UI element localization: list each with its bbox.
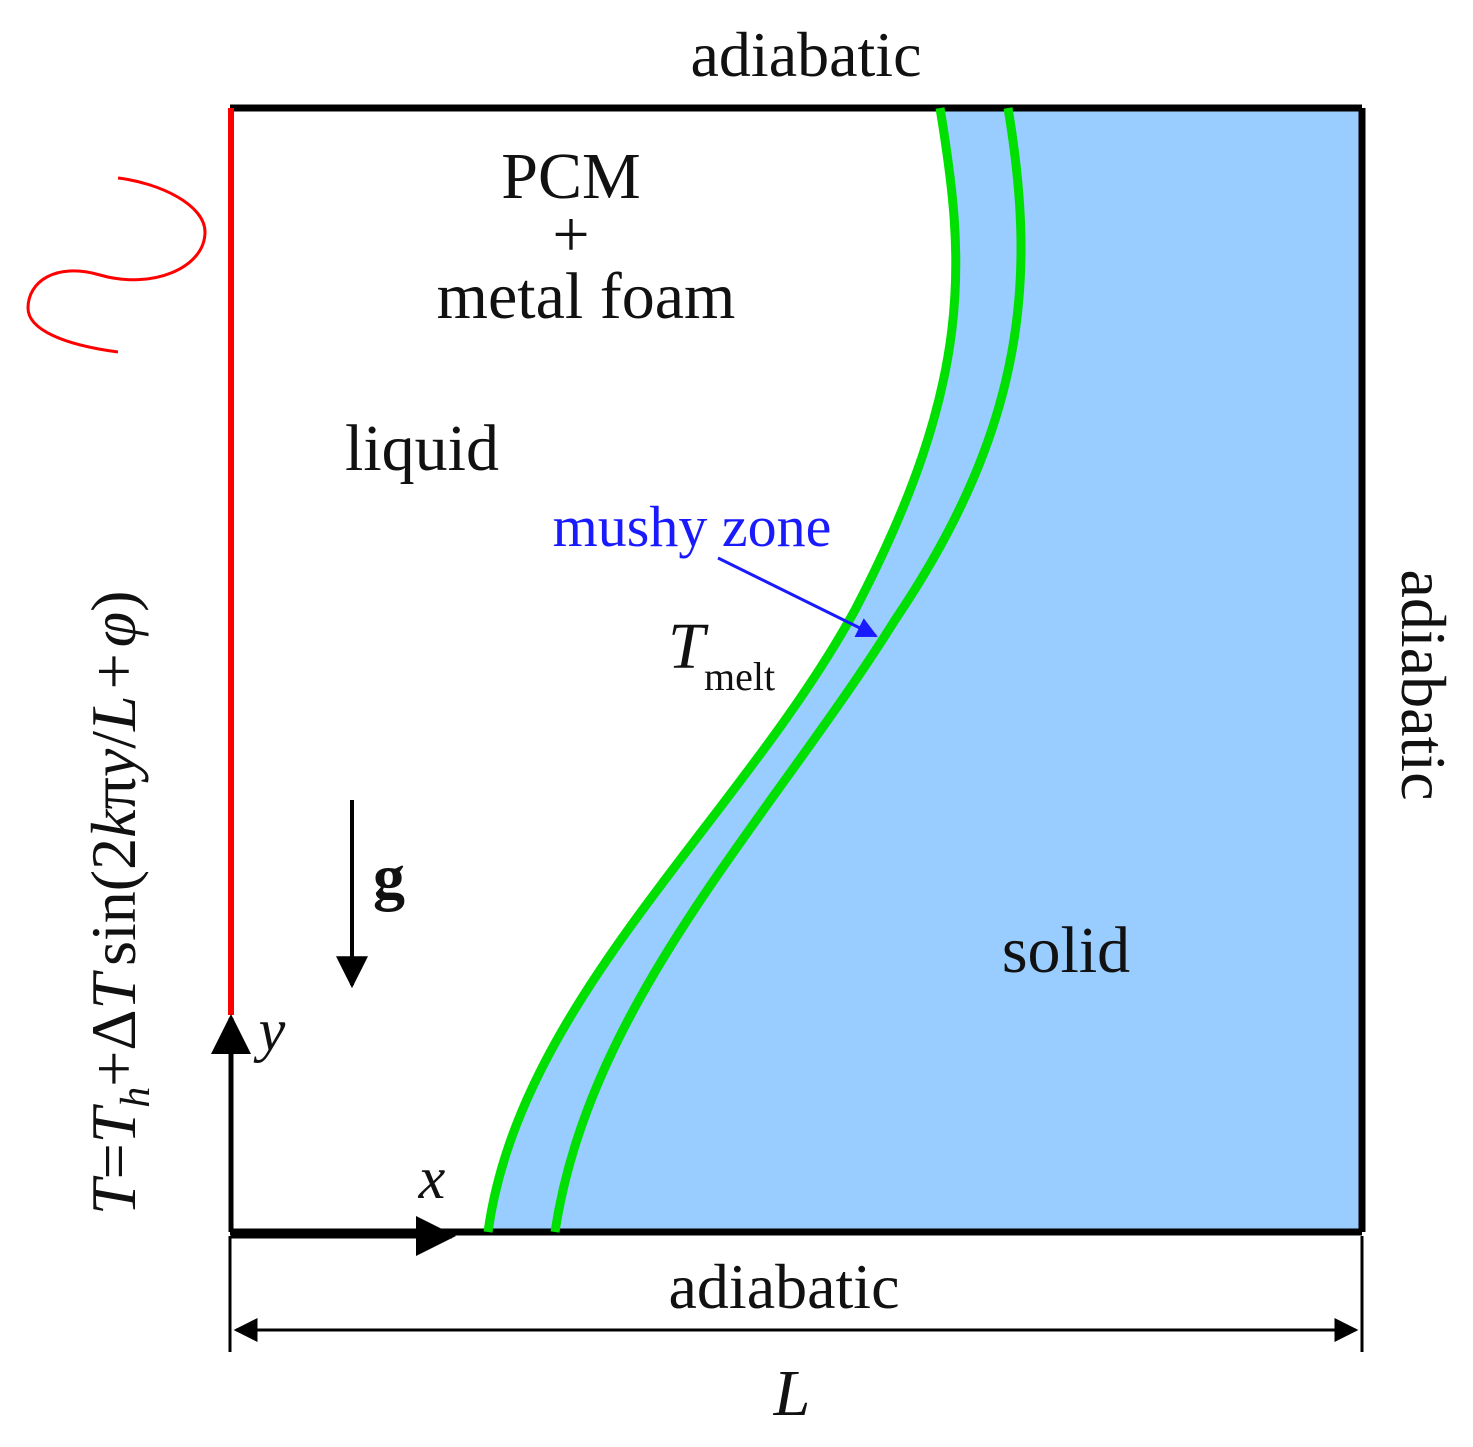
bc-phi: φ [78,612,149,647]
mushy-zone-pointer [717,556,878,638]
bc-L: L [78,695,149,732]
bc-pi: π [78,777,149,809]
sine-temperature-profile [26,176,207,354]
hot-wall-boundary-condition: T=Th+ΔTsin(2kπy/L+φ) [78,591,159,1215]
top-boundary-label: adiabatic [691,19,922,90]
bc-plus2: + [78,653,149,689]
bottom-boundary-label: adiabatic [669,1251,900,1322]
mushy-zone-label: mushy zone [553,494,832,559]
bc-T1: T [78,1175,149,1215]
bc-two: 2 [78,838,149,870]
bc-lparen: ( [78,870,149,891]
bc-y: y [78,748,149,783]
bc-k: k [78,808,149,838]
x-axis-label: x [418,1145,446,1211]
t-melt-label: T [668,610,709,683]
plus-label: + [552,198,589,271]
y-axis-label: y [253,997,286,1063]
bc-T3: T [78,969,149,1009]
bc-plus1: + [78,1051,149,1087]
metal-foam-label: metal foam [437,260,736,333]
liquidus-curve [483,107,961,1233]
pcm-label: PCM [501,140,640,213]
bc-T2: T [78,1103,149,1143]
t-melt-subscript: melt [704,654,775,699]
bc-h-subscript: h [113,1087,159,1108]
svg-text:T=Th+ΔTsin(2kπy/L+φ): T=Th+ΔTsin(2kπy/L+φ) [78,591,159,1215]
bc-rparen: ) [78,591,149,612]
length-label: L [773,1357,811,1430]
liquid-label: liquid [345,412,499,485]
bc-sin: sin [78,891,149,966]
solid-region [488,108,1362,1232]
solidus-curve [550,107,1026,1233]
bc-eq: = [78,1143,149,1179]
bc-delta: Δ [78,1009,149,1050]
bc-slash: / [78,731,149,749]
solid-label: solid [1002,914,1130,987]
gravity-label: g [373,841,405,912]
right-boundary-label: adiabatic [1388,570,1459,801]
